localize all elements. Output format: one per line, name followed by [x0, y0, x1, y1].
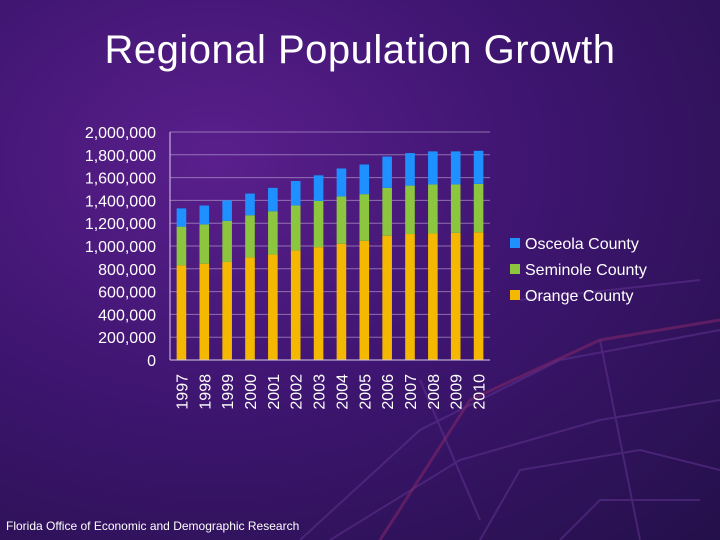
bar-osceola-county-1997	[176, 208, 187, 227]
y-tick-label: 1,600,000	[85, 171, 156, 188]
bar-orange-county-2002	[290, 250, 301, 360]
bar-seminole-county-2000	[245, 215, 255, 258]
x-tick-label: 2008	[426, 374, 443, 410]
legend-label: Orange County	[525, 288, 634, 305]
bar-osceola-county-2005	[359, 164, 370, 195]
bar-orange-county-2003	[313, 247, 324, 360]
x-tick-label: 2000	[243, 374, 260, 410]
bar-seminole-county-1998	[199, 224, 210, 264]
bar-orange-county-2004	[336, 243, 347, 360]
bar-orange-county-2001	[268, 254, 278, 360]
bar-osceola-county-2007	[405, 153, 415, 186]
y-axis: 0 200,000 400,000 600,000 800,000 1,000,000 1,…	[85, 125, 171, 370]
legend-swatch	[510, 290, 520, 300]
legend-label: Osceola County	[525, 236, 639, 253]
bar-seminole-county-2004	[336, 196, 347, 244]
legend-swatch	[510, 264, 520, 274]
bar-orange-county-2010	[473, 232, 484, 360]
bar-osceola-county-2004	[336, 168, 347, 197]
bar-seminole-county-2009	[450, 184, 461, 233]
x-tick-label: 1999	[220, 374, 237, 410]
x-tick-label: 2007	[403, 374, 420, 410]
bar-osceola-county-2003	[313, 175, 324, 201]
gridlines	[170, 131, 490, 361]
bar-seminole-county-2008	[428, 184, 438, 234]
y-tick-label: 2,000,000	[85, 125, 156, 142]
bar-osceola-county-2008	[428, 151, 438, 185]
bar-osceola-county-2006	[382, 156, 392, 188]
x-tick-label: 2010	[472, 374, 489, 410]
bar-orange-county-2007	[405, 234, 415, 360]
x-tick-label: 2001	[266, 374, 283, 410]
x-tick-label: 2002	[289, 374, 306, 410]
bar-orange-county-1998	[199, 263, 210, 360]
x-tick-label: 2006	[380, 374, 397, 410]
x-tick-label: 2003	[312, 374, 329, 410]
bar-osceola-county-2000	[245, 193, 255, 216]
bar-orange-county-2000	[245, 257, 255, 360]
y-tick-label: 1,000,000	[85, 239, 156, 256]
slide-title: Regional Population Growth	[104, 28, 616, 72]
x-tick-label: 2004	[334, 374, 351, 410]
bar-osceola-county-2002	[290, 181, 301, 206]
legend-swatch	[510, 238, 520, 248]
bar-seminole-county-2006	[382, 187, 392, 236]
bar-orange-county-2009	[450, 232, 461, 360]
y-tick-label: 1,800,000	[85, 148, 156, 165]
bar-orange-county-1999	[222, 261, 232, 360]
bar-seminole-county-2003	[313, 200, 324, 248]
bars	[176, 150, 484, 360]
bar-osceola-county-1998	[199, 205, 210, 225]
y-tick-label: 800,000	[98, 262, 156, 279]
source-footer: Florida Office of Economic and Demograph…	[6, 519, 300, 533]
y-tick-label: 1,400,000	[85, 193, 156, 210]
bar-orange-county-1997	[176, 265, 187, 360]
x-tick-label: 2005	[357, 374, 374, 410]
bar-osceola-county-2009	[450, 151, 461, 185]
bar-osceola-county-1999	[222, 200, 232, 221]
bar-orange-county-2005	[359, 240, 370, 360]
bar-osceola-county-2001	[268, 187, 278, 212]
bar-seminole-county-1999	[222, 220, 232, 262]
bar-seminole-county-1997	[176, 226, 187, 266]
y-tick-label: 200,000	[98, 330, 156, 347]
x-tick-label: 2009	[449, 374, 466, 410]
bar-orange-county-2006	[382, 235, 392, 360]
x-tick-label: 1997	[174, 374, 191, 410]
bar-seminole-county-2001	[268, 211, 278, 255]
y-tick-label: 0	[147, 353, 156, 370]
y-tick-label: 600,000	[98, 285, 156, 302]
x-axis: 1997 1998 1999 2000 2001 2002 2003 2004 2005 2006…	[170, 359, 490, 410]
bar-seminole-county-2005	[359, 194, 370, 241]
y-tick-label: 1,200,000	[85, 216, 156, 233]
bar-seminole-county-2002	[290, 205, 301, 251]
legend: Osceola County Seminole County Orange Coun…	[510, 236, 647, 305]
bar-seminole-county-2007	[405, 185, 415, 235]
bar-orange-county-2008	[428, 233, 438, 360]
y-tick-label: 400,000	[98, 307, 156, 324]
legend-label: Seminole County	[525, 262, 647, 279]
x-tick-label: 1998	[197, 374, 214, 410]
bar-seminole-county-2010	[473, 183, 484, 233]
bar-osceola-county-2010	[473, 150, 484, 184]
